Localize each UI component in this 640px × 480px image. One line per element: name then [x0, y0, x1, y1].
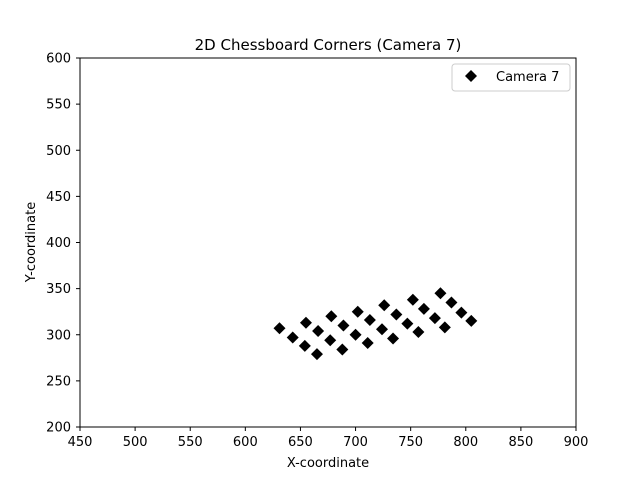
y-axis-ticks: 200 250 300 350 400 450 500 550 600	[46, 52, 80, 436]
scatter-point	[298, 339, 311, 352]
scatter-point	[455, 306, 468, 319]
scatter-point	[401, 317, 414, 330]
y-tick-label: 200	[46, 421, 71, 436]
scatter-point	[312, 325, 325, 338]
scatter-point	[434, 287, 447, 300]
x-tick-label: 850	[508, 435, 533, 450]
scatter-point	[286, 331, 299, 344]
y-tick-label: 400	[46, 236, 71, 251]
chart-title: 2D Chessboard Corners (Camera 7)	[195, 36, 462, 54]
legend-marker-diamond	[465, 70, 477, 82]
scatter-point	[361, 337, 374, 350]
y-tick-label: 450	[46, 190, 71, 205]
x-tick-label: 800	[453, 435, 478, 450]
scatter-point	[299, 316, 312, 329]
y-tick-label: 250	[46, 374, 71, 389]
y-tick-label: 550	[46, 98, 71, 113]
legend: Camera 7	[451, 63, 571, 92]
x-tick-label: 700	[343, 435, 368, 450]
y-tick-label: 300	[46, 328, 71, 343]
x-tick-label: 750	[398, 435, 423, 450]
scatter-point	[412, 325, 425, 338]
y-tick-label: 500	[46, 144, 71, 159]
data-points	[273, 287, 478, 361]
x-tick-label: 650	[288, 435, 313, 450]
scatter-point	[273, 322, 286, 335]
x-tick-label: 500	[123, 435, 148, 450]
x-axis-label: X-coordinate	[287, 456, 369, 471]
x-tick-label: 550	[178, 435, 203, 450]
scatter-point	[324, 334, 337, 347]
scatter-point	[310, 348, 323, 361]
x-tick-label: 600	[233, 435, 258, 450]
y-tick-label: 350	[46, 282, 71, 297]
scatter-point	[390, 308, 403, 321]
scatter-point	[325, 310, 338, 323]
plot-area-frame	[79, 57, 577, 428]
scatter-point	[351, 305, 364, 318]
scatter-point	[445, 296, 458, 309]
scatter-point	[387, 332, 400, 345]
y-axis-label: Y-coordinate	[24, 202, 39, 283]
legend-label: Camera 7	[496, 70, 559, 85]
scatter-point	[363, 313, 376, 326]
scatter-point	[378, 299, 391, 312]
scatter-point	[465, 314, 478, 327]
scatter-point	[376, 323, 389, 336]
x-tick-label: 450	[68, 435, 93, 450]
legend-box	[451, 63, 571, 92]
x-tick-label: 900	[564, 435, 589, 450]
scatter-point	[336, 343, 349, 356]
x-axis-ticks: 450 500 550 600 650 700 750 800 850 900	[68, 427, 589, 450]
scatter-point	[438, 321, 451, 334]
scatter-point	[406, 293, 419, 306]
y-tick-label: 600	[46, 52, 71, 67]
scatter-point	[349, 328, 362, 341]
scatter-point	[417, 302, 430, 315]
scatter-point	[337, 319, 350, 332]
scatter-point	[428, 312, 441, 325]
